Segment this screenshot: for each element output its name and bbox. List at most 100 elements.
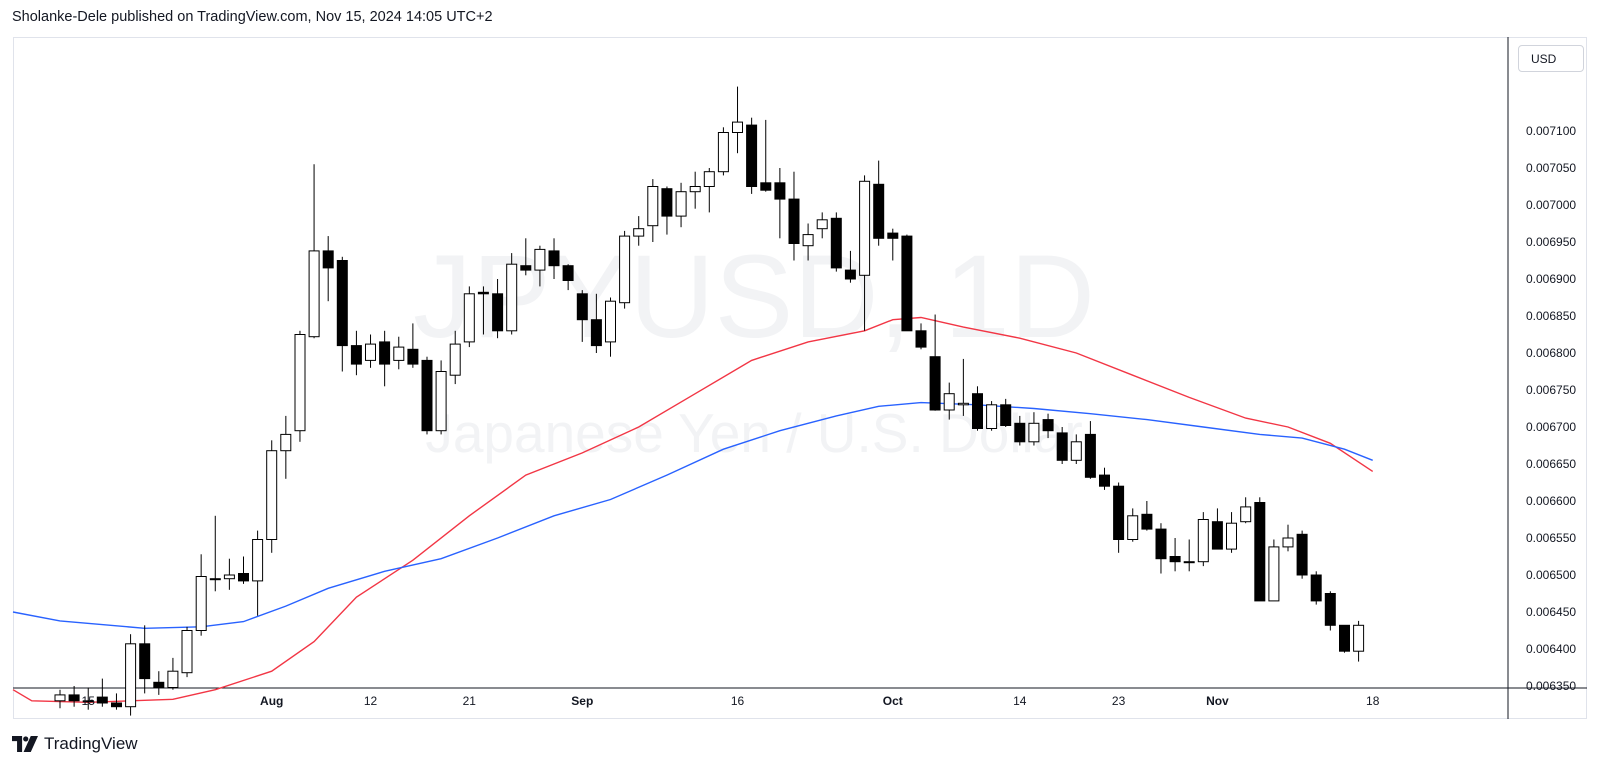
candle-body-up bbox=[252, 539, 264, 582]
candle bbox=[675, 182, 687, 228]
candle-body-down bbox=[153, 681, 165, 688]
price-tick-label: 0.006400 bbox=[1526, 642, 1576, 656]
moving-average-slow-line bbox=[12, 401, 1373, 630]
candle-body-down bbox=[322, 250, 334, 269]
candle bbox=[280, 415, 292, 479]
candle-body-down bbox=[421, 359, 433, 432]
candle-body-down bbox=[1339, 624, 1350, 652]
candle-body-up bbox=[308, 250, 320, 338]
candle-body-down bbox=[1056, 432, 1068, 461]
candle-body-down bbox=[915, 330, 927, 348]
price-tick-label: 0.006550 bbox=[1526, 531, 1576, 545]
candle bbox=[308, 164, 320, 339]
candle bbox=[788, 171, 800, 261]
candle bbox=[1169, 538, 1181, 572]
tradingview-logo[interactable]: TradingView bbox=[12, 734, 138, 754]
candle bbox=[477, 286, 489, 335]
candle-body-up bbox=[703, 171, 715, 187]
tradingview-brand: TradingView bbox=[44, 734, 138, 753]
candle-body-up bbox=[223, 574, 235, 580]
candle-body-down bbox=[492, 293, 504, 332]
candle-body-down bbox=[1324, 593, 1336, 626]
price-tick-label: 0.007000 bbox=[1526, 198, 1576, 212]
candle-body-up bbox=[633, 228, 645, 237]
candle-body-up bbox=[181, 630, 193, 674]
price-tick-label: 0.006950 bbox=[1526, 235, 1576, 249]
candle bbox=[238, 556, 249, 584]
currency-button[interactable]: USD bbox=[1518, 45, 1584, 72]
candle-body-up bbox=[986, 404, 998, 429]
candle bbox=[195, 554, 207, 636]
candle-body-down bbox=[1099, 474, 1110, 487]
candle bbox=[463, 286, 475, 348]
candle-body-down bbox=[1296, 533, 1308, 576]
candle bbox=[1282, 524, 1294, 552]
candle-body-down bbox=[379, 341, 391, 365]
candle bbox=[633, 216, 645, 246]
candle bbox=[661, 186, 673, 235]
candle-body-down bbox=[1084, 433, 1096, 478]
candle bbox=[1141, 501, 1153, 531]
candle bbox=[393, 336, 405, 370]
watermark: JPYUSD, 1D Japanese Yen / U.S. Dollar bbox=[413, 231, 1095, 464]
candle bbox=[562, 264, 574, 291]
time-tick-label: 23 bbox=[1112, 694, 1126, 708]
candle bbox=[1339, 624, 1350, 653]
candle bbox=[1000, 398, 1012, 427]
candle bbox=[816, 212, 828, 239]
candle bbox=[859, 175, 871, 331]
candle bbox=[82, 687, 94, 710]
candle-body-down bbox=[590, 319, 602, 347]
tradingview-logo-icon bbox=[12, 736, 38, 752]
candle bbox=[1070, 434, 1082, 464]
candle bbox=[844, 250, 856, 283]
candle-body-up bbox=[209, 578, 221, 581]
candle bbox=[181, 626, 193, 678]
price-scale[interactable]: 0.006350 0.006400 0.006450 0.006500 0.006550… bbox=[1526, 124, 1576, 693]
candle-body-down bbox=[111, 702, 122, 708]
candle bbox=[929, 314, 941, 411]
candle-body-down bbox=[520, 265, 532, 271]
candle bbox=[605, 297, 616, 357]
candle-body-up bbox=[82, 700, 94, 703]
candle-body-down bbox=[1000, 404, 1012, 426]
candle-body-up bbox=[435, 371, 447, 432]
price-tick-label: 0.006450 bbox=[1526, 605, 1576, 619]
time-tick-label: 12 bbox=[364, 694, 378, 708]
candle-body-down bbox=[1042, 419, 1054, 432]
candle-body-up bbox=[365, 343, 376, 361]
candle-body-up bbox=[647, 186, 659, 227]
candle bbox=[1296, 530, 1308, 579]
candle-body-up bbox=[943, 393, 955, 411]
candle bbox=[1353, 620, 1365, 662]
candle bbox=[1254, 497, 1266, 602]
time-tick-label: 21 bbox=[463, 694, 477, 708]
candle-body-down bbox=[1169, 556, 1181, 563]
candle-body-down bbox=[68, 694, 80, 702]
time-tick-label: Sep bbox=[571, 694, 593, 708]
candle bbox=[139, 625, 151, 694]
candle bbox=[887, 228, 899, 261]
time-tick-label: 15 bbox=[82, 694, 96, 708]
candle bbox=[1113, 482, 1125, 553]
candle bbox=[1042, 413, 1054, 439]
candle-body-down bbox=[844, 269, 856, 280]
candle bbox=[873, 160, 885, 246]
candle-body-up bbox=[266, 450, 278, 541]
time-tick-label: 14 bbox=[1013, 694, 1027, 708]
moving-average-fast-line bbox=[12, 316, 1374, 704]
candle bbox=[647, 179, 659, 242]
candle-body-up bbox=[54, 694, 66, 702]
candle-body-up bbox=[1028, 422, 1040, 443]
candle bbox=[732, 86, 743, 154]
candle-body-up bbox=[1127, 515, 1139, 540]
candle-body-up bbox=[717, 132, 729, 173]
candle bbox=[379, 330, 391, 387]
candle bbox=[1226, 512, 1237, 553]
watermark-symbol: JPYUSD, 1D bbox=[413, 231, 1095, 363]
candle bbox=[760, 119, 772, 192]
candle-body-down bbox=[1113, 485, 1125, 541]
time-scale[interactable]: 15 Aug 12 21 Sep 16 Oct 14 23 Nov 18 bbox=[82, 694, 1380, 708]
candle bbox=[548, 238, 560, 279]
